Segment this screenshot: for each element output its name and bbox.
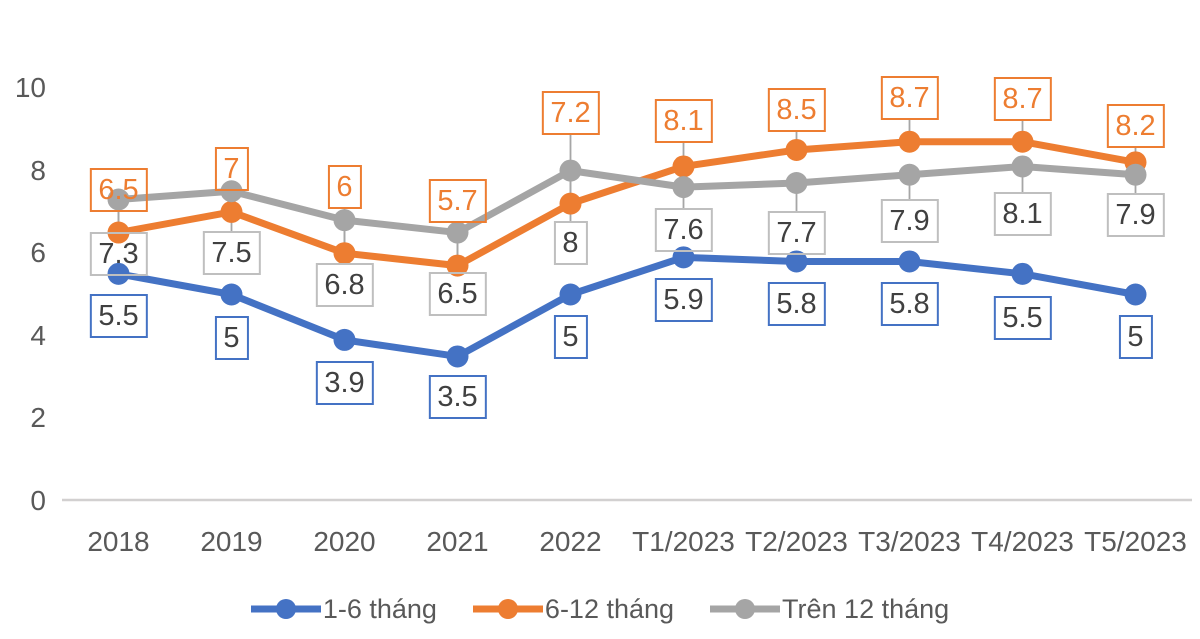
y-axis-tick: 4 — [30, 319, 46, 351]
data-label: 6.8 — [315, 263, 374, 308]
data-label: 5 — [214, 315, 249, 360]
x-axis-label: 2021 — [426, 526, 489, 557]
data-label: 7.9 — [880, 198, 939, 243]
data-label: 7.9 — [1106, 192, 1165, 237]
data-point — [1124, 283, 1147, 306]
x-axis-label: 2020 — [313, 526, 376, 557]
data-point — [559, 283, 582, 306]
data-label: 8 — [553, 220, 588, 265]
data-label: 7.6 — [654, 208, 713, 253]
legend: 1-6 tháng 6-12 tháng Trên 12 tháng — [0, 594, 1200, 624]
data-label: 8.5 — [767, 87, 826, 132]
data-point — [785, 138, 808, 161]
data-point — [446, 221, 469, 244]
y-axis-tick: 6 — [30, 237, 46, 269]
data-point — [1011, 262, 1034, 285]
y-axis-tick: 10 — [14, 72, 46, 103]
data-label: 8.7 — [880, 75, 939, 120]
data-label: 6 — [327, 165, 362, 210]
legend-marker-icon — [472, 599, 543, 619]
data-point — [1124, 163, 1147, 186]
x-axis-label: T1/2023 — [632, 526, 735, 557]
data-point — [446, 345, 469, 368]
data-point — [1011, 130, 1034, 153]
legend-marker-icon — [710, 599, 781, 619]
x-axis-label: T5/2023 — [1084, 526, 1187, 557]
data-label: 8.1 — [993, 192, 1052, 237]
legend-marker-icon — [250, 599, 321, 619]
series-line-0 — [115, 253, 1139, 360]
data-point — [446, 254, 469, 277]
legend-item: 1-6 tháng — [250, 594, 437, 624]
data-point — [785, 250, 808, 273]
data-label: 8.1 — [654, 99, 713, 144]
data-label: 8.7 — [993, 76, 1052, 121]
data-label: 7.5 — [202, 231, 261, 276]
data-label: 6.5 — [89, 167, 148, 212]
data-point — [559, 159, 582, 182]
data-point — [220, 283, 243, 306]
data-point — [785, 171, 808, 194]
legend-label: 6-12 tháng — [544, 594, 675, 624]
legend-label: Trên 12 tháng — [782, 594, 950, 624]
data-point — [220, 200, 243, 223]
data-label: 8.2 — [1106, 104, 1165, 149]
data-label: 7.3 — [89, 231, 148, 276]
data-label: 7.7 — [767, 210, 826, 255]
data-point — [107, 188, 130, 211]
data-point — [1011, 155, 1034, 178]
data-label: 5 — [1118, 314, 1153, 359]
y-axis-tick: 0 — [30, 485, 46, 516]
x-axis-label: 2018 — [87, 526, 150, 557]
data-label: 5.8 — [880, 282, 939, 327]
data-point — [559, 192, 582, 215]
data-point — [333, 242, 356, 265]
x-axis-label: 2022 — [539, 526, 602, 557]
data-label: 3.5 — [428, 375, 487, 420]
x-axis-label: T2/2023 — [745, 526, 848, 557]
x-axis-label: T4/2023 — [971, 526, 1074, 557]
data-point — [898, 163, 921, 186]
legend-label: 1-6 tháng — [322, 594, 437, 624]
legend-item: 6-12 tháng — [472, 594, 675, 624]
x-axis-label: 2019 — [200, 526, 263, 557]
data-label: 6.5 — [428, 271, 487, 316]
data-label: 5.8 — [767, 282, 826, 327]
x-axis-label: T3/2023 — [858, 526, 961, 557]
data-point — [898, 250, 921, 273]
data-label: 3.9 — [315, 360, 374, 405]
data-label: 5.5 — [89, 293, 148, 338]
data-label: 7 — [214, 146, 249, 191]
y-axis-tick: 2 — [30, 402, 46, 434]
data-point — [220, 180, 243, 203]
data-point — [898, 130, 921, 153]
data-point — [333, 209, 356, 232]
series-line-1 — [115, 138, 1139, 270]
data-point — [672, 176, 695, 199]
y-axis-tick: 8 — [30, 154, 46, 186]
data-label: 5.7 — [428, 178, 487, 223]
data-label: 5.5 — [993, 295, 1052, 340]
data-label: 7.2 — [541, 90, 600, 135]
data-point — [672, 155, 695, 178]
data-label: 5 — [553, 314, 588, 359]
series-line-2 — [115, 162, 1139, 237]
data-label: 5.9 — [654, 278, 713, 323]
legend-item: Trên 12 tháng — [710, 594, 949, 624]
data-point — [333, 328, 356, 351]
